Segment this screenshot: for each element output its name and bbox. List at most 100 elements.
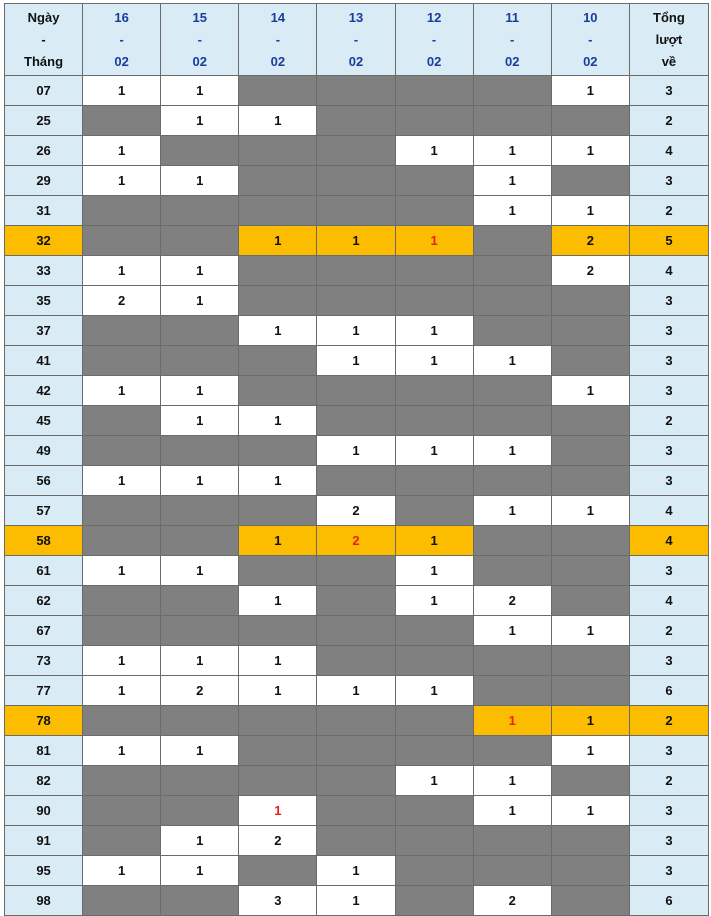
row-number: 98 — [3, 885, 84, 916]
empty-cell — [472, 825, 552, 856]
row-number: 81 — [3, 735, 84, 766]
empty-cell — [82, 705, 162, 736]
table-row: 57 2 1 1 4 — [3, 495, 710, 526]
row-total: 3 — [628, 795, 710, 826]
empty-cell — [316, 615, 396, 646]
empty-cell — [238, 375, 318, 406]
empty-cell — [316, 705, 396, 736]
count-cell: 1 — [82, 555, 162, 586]
empty-cell — [472, 465, 552, 496]
empty-cell — [238, 855, 318, 886]
row-number: 73 — [3, 645, 84, 676]
header-date-label: Ngày - Tháng — [3, 3, 84, 76]
empty-cell — [550, 435, 630, 466]
header-line: - — [353, 31, 359, 47]
count-cell: 2 — [82, 285, 162, 316]
empty-cell — [472, 285, 552, 316]
empty-cell — [550, 765, 630, 796]
count-cell: 1 — [394, 315, 474, 346]
count-cell: 1 — [82, 645, 162, 676]
count-cell: 1 — [238, 315, 318, 346]
row-total: 4 — [628, 135, 710, 166]
header-line: 10 — [583, 9, 598, 25]
empty-cell — [316, 405, 396, 436]
count-cell: 1 — [82, 135, 162, 166]
count-cell: 1 — [82, 165, 162, 196]
empty-cell — [82, 825, 162, 856]
header-line: - — [510, 31, 515, 47]
row-number: 31 — [3, 195, 84, 226]
empty-cell — [160, 585, 240, 616]
table-header-row: Ngày - Tháng 16 - 02 15 - 02 14 - 02 13 - 02 12 - 02 11 - 02… — [3, 3, 710, 76]
count-cell: 1 — [238, 585, 318, 616]
empty-cell — [82, 105, 162, 136]
count-cell: 1 — [316, 315, 396, 346]
header-date-11: 11 - 02 — [472, 3, 552, 76]
empty-cell — [550, 675, 630, 706]
header-line: 16 — [114, 9, 129, 25]
table-row: 07 1 1 1 3 — [3, 75, 710, 106]
table-row: 81 1 1 1 3 — [3, 735, 710, 766]
empty-cell — [82, 525, 162, 556]
count-cell: 1 — [82, 855, 162, 886]
empty-cell — [82, 315, 162, 346]
count-cell: 1 — [160, 375, 240, 406]
empty-cell — [472, 315, 552, 346]
header-date-16: 16 - 02 — [82, 3, 162, 76]
empty-cell — [472, 225, 552, 256]
row-number: 45 — [3, 405, 84, 436]
count-cell: 1 — [238, 645, 318, 676]
empty-cell — [472, 555, 552, 586]
count-cell: 1 — [394, 435, 474, 466]
header-date-15: 15 - 02 — [160, 3, 240, 76]
row-total: 2 — [628, 195, 710, 226]
empty-cell — [238, 345, 318, 376]
empty-cell — [82, 765, 162, 796]
empty-cell — [394, 885, 474, 916]
count-cell: 2 — [472, 585, 552, 616]
header-line: - — [119, 31, 124, 47]
count-cell: 1 — [238, 225, 318, 256]
empty-cell — [394, 405, 474, 436]
empty-cell — [316, 795, 396, 826]
count-cell: 1 — [160, 75, 240, 106]
empty-cell — [238, 735, 318, 766]
empty-cell — [394, 375, 474, 406]
header-line: 12 — [426, 9, 442, 25]
empty-cell — [160, 525, 240, 556]
empty-cell — [394, 615, 474, 646]
empty-cell — [160, 885, 240, 916]
count-cell: 1 — [82, 375, 162, 406]
count-cell: 2 — [160, 675, 240, 706]
empty-cell — [316, 285, 396, 316]
empty-cell — [238, 435, 318, 466]
count-cell: 1 — [550, 375, 630, 406]
empty-cell — [316, 255, 396, 286]
empty-cell — [472, 525, 552, 556]
row-number: 77 — [3, 675, 84, 706]
header-line: 02 — [114, 53, 129, 69]
empty-cell — [316, 135, 396, 166]
count-cell: 1 — [160, 105, 240, 136]
empty-cell — [394, 75, 474, 106]
empty-cell — [82, 435, 162, 466]
count-cell: 1 — [82, 735, 162, 766]
empty-cell — [394, 195, 474, 226]
table-row: 77 1 2 1 1 1 6 — [3, 675, 710, 706]
header-line: lượt — [655, 31, 683, 47]
header-line: - — [431, 31, 437, 47]
row-total: 3 — [628, 345, 710, 376]
row-total: 2 — [628, 405, 710, 436]
count-cell: 1 — [316, 855, 396, 886]
header-line: - — [41, 31, 46, 47]
count-cell: 2 — [472, 885, 552, 916]
row-total: 4 — [628, 525, 710, 556]
empty-cell — [394, 825, 474, 856]
count-cell: 1 — [472, 795, 552, 826]
header-line: Tháng — [24, 53, 64, 69]
empty-cell — [550, 825, 630, 856]
row-total: 4 — [628, 585, 710, 616]
table-row: 56 1 1 1 3 — [3, 465, 710, 496]
table-row: 62 1 1 2 4 — [3, 585, 710, 616]
empty-cell — [82, 885, 162, 916]
